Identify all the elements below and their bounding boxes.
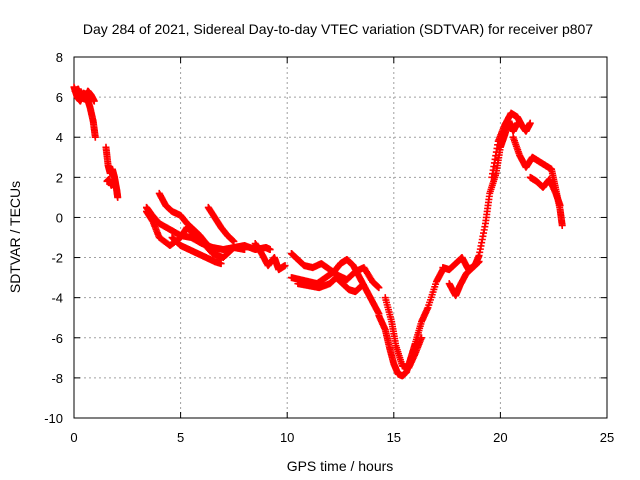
series-seg6 [439, 117, 521, 274]
x-tick-label: 20 [493, 430, 507, 445]
x-tick-label: 0 [70, 430, 77, 445]
x-tick-label: 25 [600, 430, 614, 445]
data-point [112, 183, 120, 191]
y-tick-label: 6 [56, 90, 63, 105]
y-tick-label: -10 [44, 411, 63, 426]
series-seg7b [526, 173, 564, 209]
data-point [526, 119, 534, 127]
y-axis-label: SDTVAR / TECUs [7, 181, 23, 293]
data-point [217, 260, 225, 268]
series-seg5b [381, 294, 426, 372]
data-point [475, 258, 483, 266]
data-point [114, 193, 122, 201]
y-tick-label: 0 [56, 210, 63, 225]
x-tick-label: 10 [280, 430, 294, 445]
y-tick-label: 4 [56, 130, 63, 145]
y-tick-label: -6 [51, 331, 63, 346]
data-point [230, 238, 238, 246]
series-seg2 [102, 143, 122, 201]
data-point [375, 284, 383, 292]
data-point [556, 201, 564, 209]
chart-title: Day 284 of 2021, Sidereal Day-to-day VTE… [83, 21, 593, 37]
series-seg6c [488, 109, 534, 181]
series-seg3f [251, 240, 289, 274]
series-seg6b [445, 258, 483, 300]
axes-ticks: 0 5 10 15 20 25 -10 -8 -6 -4 -2 0 2 4 6 8 [44, 50, 614, 445]
plot-frame [73, 56, 608, 419]
series-seg3e [204, 203, 238, 246]
data-point [266, 246, 274, 254]
grid [74, 57, 607, 418]
series-seg1b [71, 85, 98, 105]
y-tick-label: 8 [56, 50, 63, 65]
y-tick-label: -4 [51, 291, 63, 306]
series-seg4b [287, 256, 383, 318]
data-point [358, 282, 366, 290]
data-point [241, 246, 249, 254]
series-seg7 [509, 133, 566, 229]
data-point [90, 97, 98, 105]
x-axis-label: GPS time / hours [287, 458, 394, 474]
y-tick-label: -8 [51, 371, 63, 386]
data-point [91, 133, 99, 141]
series-seg2b [103, 175, 120, 191]
series-seg3c [155, 189, 217, 254]
x-tick-label: 15 [387, 430, 401, 445]
y-tick-label: -2 [51, 251, 63, 266]
data-point [209, 246, 217, 254]
series-seg4c [294, 274, 366, 296]
x-tick-label: 5 [177, 430, 184, 445]
data-point [281, 262, 289, 270]
y-tick-label: 2 [56, 170, 63, 185]
data-points [70, 83, 566, 380]
data-point [418, 334, 426, 342]
series-seg3d [168, 234, 225, 268]
data-point [558, 221, 566, 229]
